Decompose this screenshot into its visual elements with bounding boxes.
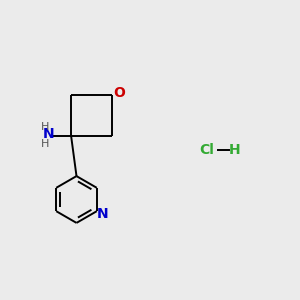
Text: O: O — [113, 86, 125, 100]
Text: H: H — [41, 122, 49, 132]
Text: N: N — [97, 207, 109, 220]
Text: H: H — [229, 143, 240, 157]
Text: N: N — [43, 128, 54, 141]
Text: Cl: Cl — [200, 143, 214, 157]
Text: H: H — [41, 139, 49, 149]
